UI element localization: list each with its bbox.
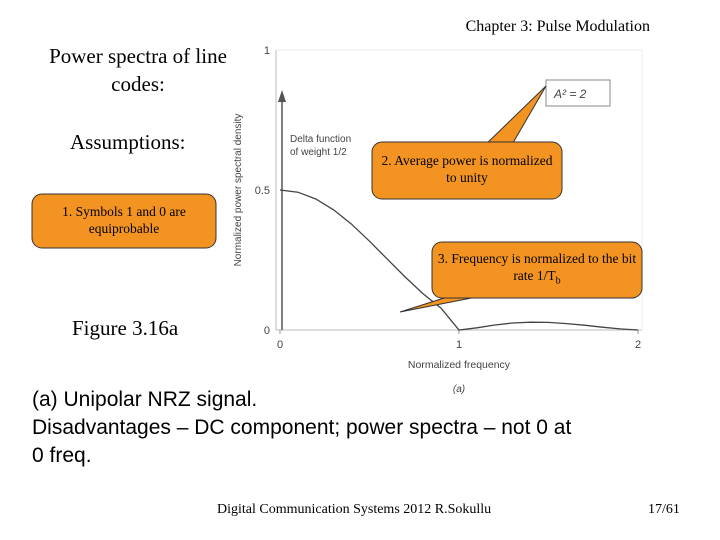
delta-label-line2: of weight 1/2 — [290, 147, 347, 158]
callout-frequency-text: 3. Frequency is normalized to the bit ra… — [436, 250, 638, 290]
formula-box — [545, 79, 611, 107]
caption: (a) Unipolar NRZ signal. Disadvantages –… — [32, 386, 692, 470]
x-tick-label: 0 — [277, 339, 283, 351]
formula-text: A² = 2 — [553, 87, 587, 101]
y-tick-label: 0 — [264, 325, 270, 337]
figure-label: Figure 3.16a — [72, 316, 179, 340]
x-tick-label: 2 — [635, 339, 641, 351]
delta-label-line1: Delta function — [290, 134, 351, 145]
y-tick-label: 0.5 — [255, 185, 270, 197]
power-spectrum-chart: 0 1 2 0 0.5 1 Delta function of weight 1/2 A²… — [233, 45, 643, 395]
assumptions-label: Assumptions: — [70, 130, 186, 154]
delta-arrowhead — [278, 90, 286, 102]
callout-frequency-main: 3. Frequency is normalized to the bit ra… — [437, 251, 637, 283]
caption-line-3: 0 freq. — [32, 444, 92, 467]
tick-layer: 0 1 2 0 0.5 1 — [255, 45, 641, 351]
callout-power-box — [371, 141, 563, 200]
caption-line-2: Disadvantages – DC component; power spec… — [32, 416, 572, 439]
x-tick-label: 1 — [456, 339, 462, 351]
callout-power-text: 2. Average power is normalized to unity — [381, 153, 553, 185]
callout-power-pointer — [480, 85, 547, 149]
page-number: 17/61 — [648, 502, 680, 517]
x-axis-label: Normalized frequency — [408, 359, 511, 371]
callout-frequency-subscript: b — [555, 275, 561, 287]
callout-symbols-box — [31, 193, 217, 249]
callout-symbols-text: 1. Symbols 1 and 0 are equiprobable — [62, 204, 186, 236]
spectrum-curve — [279, 189, 639, 331]
callout-frequency-box — [431, 241, 643, 299]
caption-line-1: (a) Unipolar NRZ signal. — [32, 388, 258, 411]
slide-title: Power spectra of line codes: — [49, 44, 227, 96]
figure-sublabel: (a) — [453, 384, 465, 395]
footer: Digital Communication Systems 2012 R.Sok… — [217, 502, 492, 517]
chapter-header: Chapter 3: Pulse Modulation — [465, 18, 650, 35]
y-axis-label: Normalized power spectral density — [233, 114, 244, 267]
y-tick-label: 1 — [264, 45, 270, 57]
